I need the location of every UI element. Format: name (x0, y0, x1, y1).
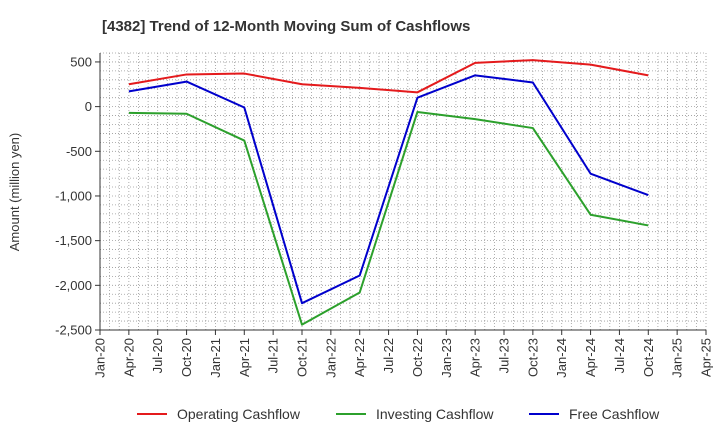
y-tick-label: -2,500 (55, 323, 92, 338)
x-tick-label: Jan-22 (323, 338, 338, 378)
y-tick-labels: 500 0 -500 -1,000 -1,500 -2,000 -2,500 (55, 54, 92, 337)
series-lines (128, 59, 649, 326)
x-tick-label: Oct-22 (410, 338, 425, 377)
y-tick-label: -500 (66, 144, 92, 159)
plot-background (100, 53, 706, 330)
x-tick-label: Jan-20 (93, 338, 108, 378)
y-tick-label: 500 (70, 54, 92, 69)
x-tick-label: Oct-20 (179, 338, 194, 377)
operating-cashflow-line (128, 59, 649, 94)
x-tick-labels: Jan-20 Apr-20 Jul-20 Oct-20 Jan-21 Apr-21 Jul-… (93, 338, 714, 378)
chart-title: [4382] Trend of 12-Month Moving Sum of C… (102, 18, 470, 35)
x-tick-label: Apr-21 (237, 338, 252, 377)
x-tick-label: Jul-20 (150, 338, 165, 373)
axes (95, 53, 707, 335)
y-tick-label: -1,000 (55, 188, 92, 203)
x-tick-label: Jan-25 (670, 338, 685, 378)
legend-label-free-cashflow: Free Cashflow (569, 406, 660, 422)
x-tick-label: Jan-23 (439, 338, 454, 378)
legend-label-operating-cashflow: Operating Cashflow (177, 406, 301, 422)
x-tick-label: Oct-21 (295, 338, 310, 377)
x-tick-label: Oct-23 (525, 338, 540, 377)
x-tick-label: Jan-21 (208, 338, 223, 378)
x-tick-label: Apr-22 (352, 338, 367, 377)
x-tick-label: Apr-23 (468, 338, 483, 377)
x-tick-label: Jul-22 (381, 338, 396, 373)
x-tick-label: Jan-24 (554, 338, 569, 378)
x-tick-label: Apr-20 (121, 338, 136, 377)
x-tick-label: Apr-25 (699, 338, 714, 377)
grid-lines (99, 52, 707, 331)
x-tick-label: Jul-24 (612, 338, 627, 373)
x-tick-label: Oct-24 (641, 338, 656, 377)
y-axis-label: Amount (million yen) (7, 133, 22, 252)
legend: Operating Cashflow Investing Cashflow Free… (137, 406, 660, 422)
y-tick-label: -2,000 (55, 278, 92, 293)
investing-cashflow-line (128, 110, 649, 326)
x-tick-label: Jul-21 (266, 338, 281, 373)
free-cashflow-line (128, 74, 649, 305)
y-tick-label: -1,500 (55, 233, 92, 248)
x-tick-label: Jul-23 (497, 338, 512, 373)
y-tick-label: 0 (85, 99, 92, 114)
legend-label-investing-cashflow: Investing Cashflow (376, 406, 494, 422)
x-tick-label: Apr-24 (583, 338, 598, 377)
